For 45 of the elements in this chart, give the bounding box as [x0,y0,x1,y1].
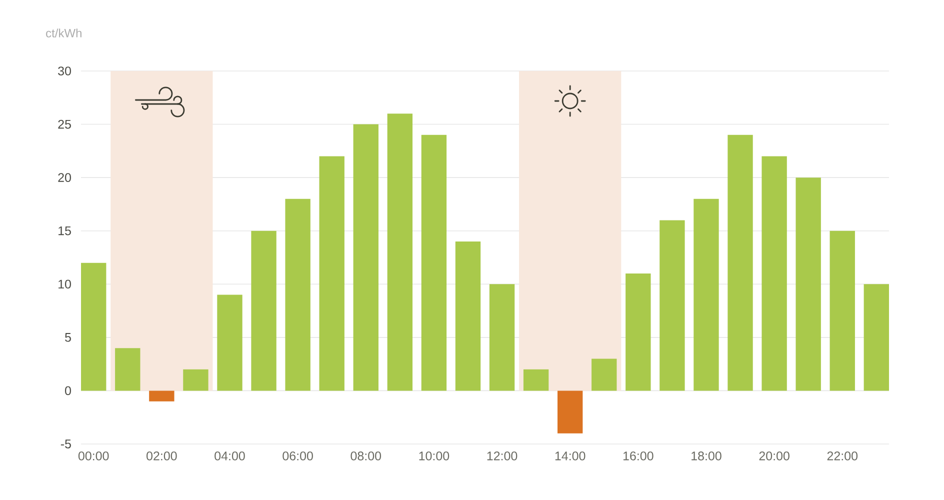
x-tick-label: 04:00 [214,452,245,460]
bar [592,358,617,391]
bar [353,124,378,391]
x-tick-label: 10:00 [419,452,450,460]
bar [115,348,140,391]
bar [864,284,889,391]
y-axis-title: ct/kWh [46,28,82,38]
y-tick-label: 15 [58,226,71,236]
bar [183,369,208,391]
bar [81,262,106,391]
x-tick-label: 16:00 [623,452,654,460]
bar [387,114,413,391]
x-tick-label: 06:00 [282,452,313,460]
bar [796,178,821,391]
bar [285,198,310,391]
bar [728,134,753,391]
x-tick-label: 12:00 [487,452,518,460]
bar [558,390,583,434]
y-tick-label: 5 [65,333,71,342]
bar [217,294,242,391]
x-tick-label: 14:00 [555,452,586,460]
bar [149,390,174,402]
bar [830,230,855,391]
bar [455,242,481,391]
x-tick-label: 20:00 [759,452,790,460]
x-tick-label: 02:00 [146,452,177,460]
y-tick-label: 25 [58,120,71,129]
bar [489,284,515,391]
x-tick-label: 08:00 [350,452,382,460]
y-tick-label: -5 [60,440,71,448]
bar [319,156,344,391]
bar [251,230,276,391]
y-tick-label: 10 [58,280,71,289]
x-tick-label: 00:00 [78,452,109,460]
bar [694,198,719,391]
x-tick-label: 22:00 [827,452,858,460]
y-tick-label: 20 [58,173,71,182]
bar [523,369,549,391]
y-tick-label: 30 [58,66,71,76]
y-tick-label: 0 [65,386,71,396]
bar [660,220,685,391]
bar [626,273,651,391]
bar [762,156,787,391]
x-tick-label: 18:00 [692,452,722,460]
bar [421,134,447,391]
